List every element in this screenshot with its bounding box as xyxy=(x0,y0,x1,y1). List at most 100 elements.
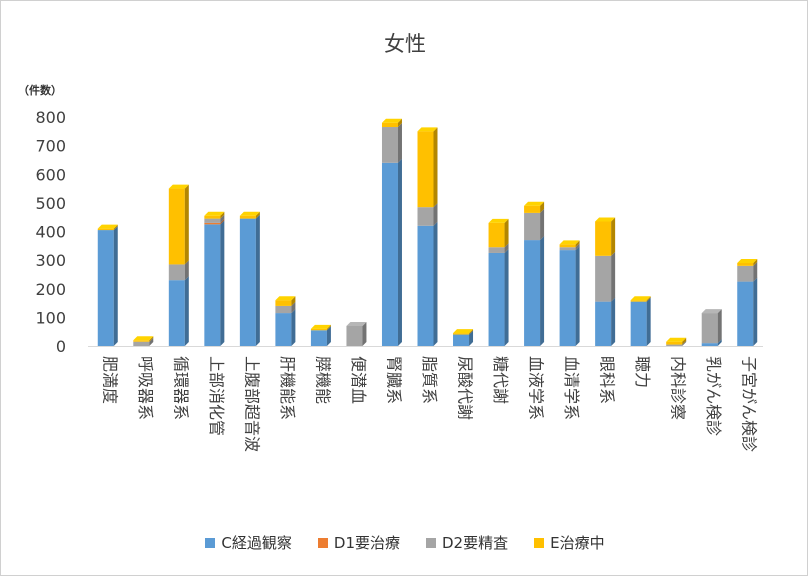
bar-top-face xyxy=(275,296,296,301)
category-label: 循環器系 xyxy=(171,356,190,420)
legend-label: C経過観察 xyxy=(221,534,292,552)
bar-segment-side xyxy=(184,260,189,281)
bar-top-face xyxy=(559,240,580,245)
bar-segment-side xyxy=(753,261,758,282)
bar-segment-side xyxy=(397,123,402,163)
bar-segment xyxy=(701,313,718,344)
bar-segment-side xyxy=(717,339,722,346)
bar-segment xyxy=(701,343,718,346)
bar-segment-side xyxy=(504,243,509,253)
bar-segment-side xyxy=(575,246,580,346)
y-tick-label: 800 xyxy=(35,108,66,127)
bar-segment-side xyxy=(113,224,118,231)
bar-segment-side xyxy=(504,248,509,346)
legend-swatch xyxy=(534,537,545,548)
bar-segment-side xyxy=(433,203,438,226)
bar-segment xyxy=(204,218,221,223)
bar-segment xyxy=(630,300,647,302)
bar-segment xyxy=(346,325,363,346)
bar-segment xyxy=(737,281,754,346)
legend-item: D1要治療 xyxy=(317,532,400,553)
bar-top-face xyxy=(666,337,687,342)
bar-top-face xyxy=(737,258,758,263)
bar-top-face xyxy=(488,218,509,223)
bar-segment-side xyxy=(255,211,260,219)
y-tick-label: 300 xyxy=(35,251,66,270)
bar-segment xyxy=(381,127,398,163)
category-label: 上腹部超音波 xyxy=(242,356,261,452)
bar-segment xyxy=(168,264,185,281)
bar-segment-side xyxy=(540,201,545,213)
bar-segment xyxy=(524,212,541,241)
bar-segment-side xyxy=(362,321,367,346)
legend-label: E治療中 xyxy=(550,534,605,552)
bar-segment xyxy=(417,131,434,208)
category-label: 子宮がん検診 xyxy=(740,356,759,452)
bar-segment xyxy=(417,225,434,346)
bar-top-face xyxy=(701,309,722,314)
bar-segment-side xyxy=(717,309,722,344)
bar-segment xyxy=(204,215,221,219)
y-unit-label: （件数） xyxy=(18,84,62,97)
bar-top-face xyxy=(453,329,474,334)
category-label: 呼吸器系 xyxy=(136,356,155,420)
bar-segment-side xyxy=(753,258,758,266)
category-label: 血清学系 xyxy=(562,356,581,420)
bar-segment xyxy=(310,330,327,346)
bar-segment-side xyxy=(326,326,331,346)
bar-segment-side xyxy=(575,243,580,251)
bar-segment xyxy=(239,218,256,346)
bar-segment-side xyxy=(504,218,509,248)
bar-segment-side xyxy=(682,337,687,345)
bar-segment-side xyxy=(184,276,189,346)
bar-segment xyxy=(737,265,754,282)
legend: C経過観察 D1要治療 D2要精査 E治療中 xyxy=(0,532,810,553)
category-label: 聴力 xyxy=(633,356,652,388)
bar-segment xyxy=(275,305,292,314)
bar-segment-side xyxy=(149,337,154,346)
category-label: 肝機能系 xyxy=(278,356,297,420)
bar-segment xyxy=(595,221,612,256)
bar-segment-side xyxy=(220,214,225,223)
bar-segment-side xyxy=(611,217,616,256)
bar-segment xyxy=(453,333,470,335)
category-label: 眼科系 xyxy=(598,356,617,404)
bar-segment xyxy=(488,222,505,248)
category-label: 血液学系 xyxy=(527,356,546,420)
bar-top-face xyxy=(630,296,651,301)
bar-segment xyxy=(239,215,256,219)
category-label: 便潜血 xyxy=(349,356,368,404)
bar-segment xyxy=(488,252,505,346)
bar-segment xyxy=(559,247,576,251)
bar-top-face xyxy=(595,217,616,222)
bar-segment-side xyxy=(184,184,189,265)
category-label: 肥満度 xyxy=(100,356,119,404)
legend-item: E治療中 xyxy=(534,532,605,553)
bar-segment-side xyxy=(397,158,402,346)
bar-segment xyxy=(595,301,612,346)
bar-segment xyxy=(737,262,754,266)
bar-segment-side xyxy=(220,211,225,219)
y-tick-label: 100 xyxy=(35,308,66,327)
bar-segment xyxy=(524,205,541,213)
bar-segment-side xyxy=(433,127,438,208)
bar-segment-side xyxy=(540,208,545,241)
bar-top-face xyxy=(168,184,189,189)
bar-segment xyxy=(275,313,292,346)
category-label: 上部消化管 xyxy=(207,356,226,436)
category-label: 膵機能 xyxy=(313,356,332,404)
bar-segment-side xyxy=(220,218,225,225)
bar-segment xyxy=(381,122,398,128)
legend-item: C経過観察 xyxy=(205,532,292,553)
bar-segment-side xyxy=(291,309,296,346)
bar-segment xyxy=(453,334,470,346)
y-tick-label: 700 xyxy=(35,137,66,156)
category-label: 腎臓系 xyxy=(384,356,403,404)
bar-segment xyxy=(630,301,647,346)
legend-swatch xyxy=(205,537,216,548)
bar-top-face xyxy=(310,324,331,329)
bar-top-face xyxy=(239,211,260,216)
bar-segment-side xyxy=(326,324,331,331)
